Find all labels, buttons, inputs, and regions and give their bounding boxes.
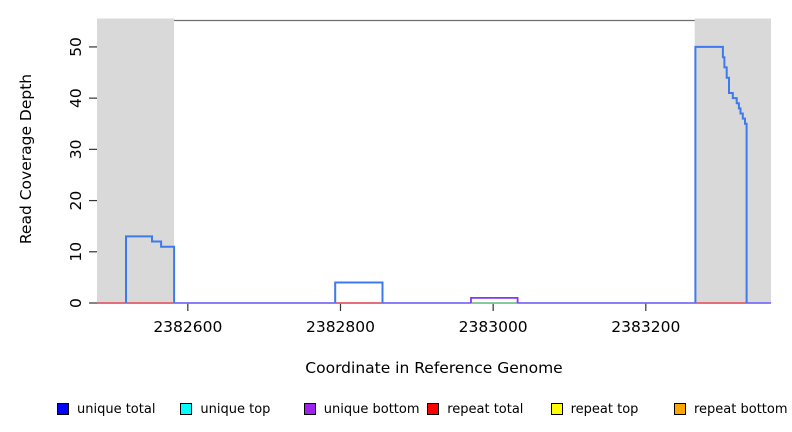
legend-item-unique-top: unique top	[180, 399, 270, 419]
legend-swatch	[180, 403, 193, 415]
coverage-chart: 2382600 2382800 2383000 238320001020304050 …	[17, 18, 771, 377]
legend-swatch	[674, 403, 686, 415]
y-axis-label: Read Coverage Depth	[17, 74, 35, 244]
chart-legend: unique total unique top unique bottom repea…	[0, 399, 792, 421]
unique-total-coverage	[334, 281, 384, 303]
y-tick-label: 40	[67, 88, 85, 108]
legend-swatch	[427, 403, 440, 415]
y-tick-label: 50	[67, 37, 85, 57]
unique-total-coverage	[694, 45, 748, 303]
legend-item-repeat-top: repeat top	[550, 399, 639, 419]
unique-bottom-step	[470, 296, 519, 303]
legend-label: repeat bottom	[694, 401, 788, 417]
legend-swatch	[303, 403, 316, 415]
legend-item-unique-bottom: unique bottom	[303, 399, 420, 419]
x-tick-label: 2383200	[611, 318, 680, 336]
y-tick-label: 0	[67, 298, 85, 308]
legend-swatch	[57, 403, 69, 415]
legend-item-repeat-total: repeat total	[427, 399, 523, 419]
legend-label: repeat total	[447, 401, 524, 417]
legend-item-unique-total: unique total	[57, 399, 155, 419]
repeat-region-left	[97, 18, 175, 303]
legend-swatch	[550, 403, 563, 415]
x-tick-label: 2382800	[306, 318, 375, 336]
repeat-region-right	[694, 18, 771, 303]
x-tick-label: 2382600	[153, 318, 222, 336]
legend-item-repeat-bottom: repeat bottom	[674, 399, 788, 419]
x-tick-label: 2383000	[459, 318, 528, 336]
legend-label: unique top	[200, 401, 271, 417]
unique-total-coverage	[125, 235, 176, 303]
y-tick-label: 10	[67, 242, 85, 262]
legend-label: repeat top	[570, 401, 639, 417]
y-tick-label: 30	[67, 139, 85, 159]
chart-dynamic-layer: 2382600 2382800 2383000 2383200 0 10 20 30 40 50	[67, 18, 771, 336]
legend-label: unique total	[77, 401, 156, 417]
legend-label: unique bottom	[323, 401, 420, 417]
x-axis-label: Coordinate in Reference Genome	[305, 359, 562, 377]
y-tick-label: 20	[67, 191, 85, 211]
